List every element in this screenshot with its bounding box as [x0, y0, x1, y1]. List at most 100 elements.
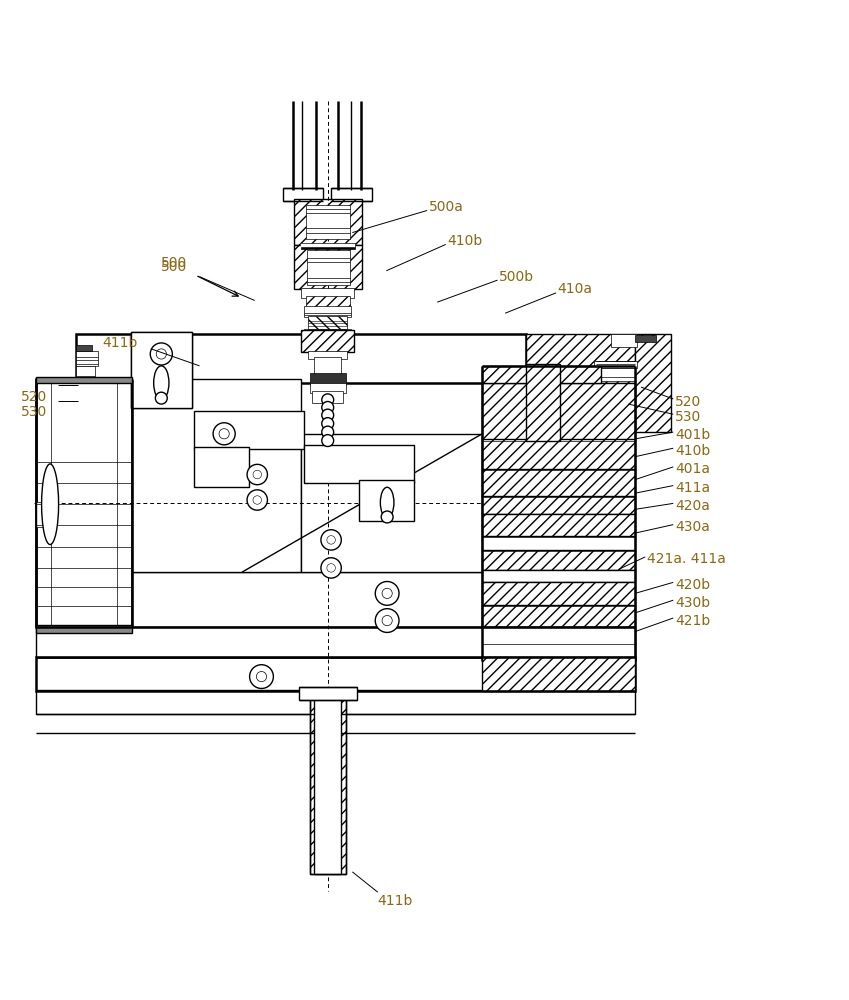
- Text: 500: 500: [161, 260, 188, 274]
- Circle shape: [322, 402, 334, 413]
- Bar: [308, 351, 347, 359]
- Bar: [36, 657, 635, 691]
- Text: 520: 520: [21, 390, 48, 404]
- Text: 530: 530: [675, 410, 701, 424]
- Bar: [306, 205, 350, 239]
- Bar: [131, 332, 192, 408]
- Circle shape: [247, 464, 267, 485]
- Circle shape: [322, 435, 334, 447]
- Circle shape: [150, 343, 172, 365]
- Bar: [36, 377, 132, 383]
- Polygon shape: [301, 434, 482, 572]
- Circle shape: [253, 496, 261, 504]
- Bar: [132, 572, 482, 627]
- Bar: [301, 330, 354, 352]
- Bar: [310, 691, 346, 874]
- Text: 411b: 411b: [102, 336, 138, 350]
- Bar: [304, 306, 351, 317]
- Text: 500: 500: [161, 256, 188, 270]
- Bar: [36, 502, 51, 527]
- Bar: [131, 332, 192, 408]
- Bar: [306, 296, 350, 308]
- Circle shape: [321, 530, 341, 550]
- Text: 421b: 421b: [675, 614, 711, 628]
- Circle shape: [247, 490, 267, 510]
- Circle shape: [322, 409, 334, 421]
- Bar: [301, 288, 354, 298]
- Bar: [283, 188, 323, 201]
- Text: 411a: 411a: [675, 481, 710, 495]
- Bar: [301, 244, 355, 247]
- Bar: [308, 316, 347, 330]
- Bar: [482, 496, 635, 514]
- Bar: [132, 379, 301, 572]
- Bar: [314, 691, 341, 874]
- Bar: [482, 550, 635, 570]
- Circle shape: [327, 564, 335, 572]
- Ellipse shape: [154, 366, 169, 400]
- Bar: [482, 514, 635, 537]
- Bar: [36, 625, 132, 633]
- Text: 401a: 401a: [675, 462, 710, 476]
- Circle shape: [322, 418, 334, 430]
- Bar: [314, 357, 341, 374]
- Bar: [294, 199, 362, 245]
- Text: 430b: 430b: [675, 596, 710, 610]
- Bar: [635, 334, 671, 432]
- Bar: [194, 447, 249, 487]
- Circle shape: [213, 423, 235, 445]
- Circle shape: [250, 665, 273, 688]
- Text: 500b: 500b: [499, 270, 534, 284]
- Bar: [76, 334, 526, 383]
- Bar: [359, 480, 414, 521]
- Circle shape: [382, 588, 392, 598]
- Bar: [526, 364, 560, 441]
- Bar: [76, 351, 98, 366]
- Bar: [304, 329, 351, 335]
- Bar: [482, 570, 635, 582]
- Bar: [482, 469, 635, 497]
- Ellipse shape: [380, 487, 394, 518]
- Circle shape: [155, 392, 167, 404]
- Text: 411b: 411b: [378, 894, 413, 908]
- Text: 530: 530: [21, 405, 48, 419]
- Bar: [299, 687, 357, 700]
- Text: 500a: 500a: [429, 200, 464, 214]
- Text: 410b: 410b: [447, 234, 483, 248]
- Bar: [36, 627, 635, 657]
- Bar: [310, 691, 346, 874]
- Bar: [611, 334, 637, 347]
- Bar: [36, 379, 132, 627]
- Text: 430a: 430a: [675, 520, 710, 534]
- Circle shape: [382, 615, 392, 626]
- Circle shape: [375, 582, 399, 605]
- Bar: [307, 250, 350, 285]
- Bar: [482, 643, 635, 661]
- Text: 420a: 420a: [675, 499, 710, 513]
- Bar: [594, 368, 635, 381]
- Circle shape: [322, 394, 334, 406]
- Bar: [482, 582, 635, 606]
- Text: 420b: 420b: [675, 578, 710, 592]
- Bar: [482, 627, 635, 644]
- Text: 410a: 410a: [558, 282, 593, 296]
- Bar: [594, 361, 637, 368]
- Text: 410b: 410b: [675, 444, 711, 458]
- Bar: [526, 334, 635, 383]
- Bar: [76, 345, 92, 351]
- Bar: [301, 243, 355, 249]
- Bar: [312, 391, 343, 403]
- Circle shape: [327, 536, 335, 544]
- Bar: [482, 605, 635, 627]
- Text: 520: 520: [675, 395, 701, 409]
- Circle shape: [256, 671, 267, 682]
- Circle shape: [156, 349, 166, 359]
- Circle shape: [381, 511, 393, 523]
- Bar: [310, 383, 346, 393]
- Bar: [482, 657, 635, 691]
- Text: 421a. 411a: 421a. 411a: [647, 552, 726, 566]
- Bar: [482, 366, 601, 383]
- Bar: [635, 335, 656, 342]
- Bar: [482, 383, 635, 441]
- Text: 401b: 401b: [675, 428, 711, 442]
